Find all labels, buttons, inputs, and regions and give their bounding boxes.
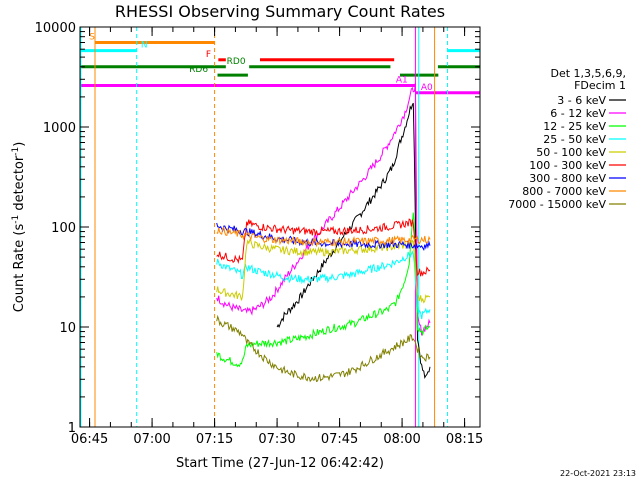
series-line-4 (216, 238, 431, 304)
x-axis-label: Start Time (27-Jun-12 06:42:42) (176, 456, 384, 471)
x-tick-label-5: 08:00 (383, 432, 420, 447)
series-line-6 (216, 222, 431, 252)
x-tick-label-3: 07:30 (258, 432, 295, 447)
y-axis-label-sup2: -1 (11, 147, 21, 156)
y-tick-label-3: 1000 (43, 121, 76, 136)
legend-entry-4: 50 - 100 keV (536, 146, 606, 159)
series-line-8 (216, 314, 431, 383)
y-tick-label-2: 100 (51, 221, 76, 236)
footer-timestamp: 22-Oct-2021 23:13 (560, 469, 636, 478)
chart-title: RHESSI Observing Summary Count Rates (115, 2, 445, 21)
y-tick-label-4: 10000 (35, 21, 76, 36)
series-line-3 (216, 250, 431, 320)
series-line-0 (276, 102, 431, 379)
flag-label-3: RD0 (227, 57, 246, 67)
series-line-1 (216, 82, 431, 336)
y-axis-label: Count Rate (s-1 detector-1) (11, 142, 27, 313)
series-line-5 (216, 218, 431, 277)
flag-label-4: RD6 (189, 65, 208, 75)
legend-entry-2: 12 - 25 keV (543, 120, 606, 133)
legend-header-0: Det 1,3,5,6,9, (550, 67, 626, 80)
legend-header-1: FDecim 1 (574, 79, 626, 92)
x-tick-label-4: 07:45 (321, 432, 358, 447)
flag-label-6: A0 (421, 83, 433, 93)
legend-entry-0: 3 - 6 keV (557, 94, 606, 107)
legend-entry-5: 100 - 300 keV (529, 159, 606, 172)
flag-label-1: N (141, 41, 148, 51)
y-tick-label-0: 1 (68, 421, 76, 436)
y-axis-label-main: Count Rate (s (12, 224, 27, 313)
x-tick-label-6: 08:15 (446, 432, 483, 447)
x-tick-label-2: 07:15 (196, 432, 233, 447)
y-axis-label-sup1: -1 (11, 215, 21, 224)
y-axis-label-end: ) (12, 142, 27, 147)
series-group (216, 82, 431, 383)
flag-label-0: S (89, 32, 95, 42)
y-axis-label-middle: detector (12, 155, 27, 215)
y-tick-label-1: 10 (59, 321, 76, 336)
flag-label-5: A1 (396, 76, 408, 86)
series-line-7 (216, 226, 431, 248)
legend-entry-6: 300 - 800 keV (529, 172, 606, 185)
legend-entry-8: 7000 - 15000 keV (508, 198, 606, 211)
x-tick-label-0: 06:45 (71, 432, 108, 447)
legend-entry-3: 25 - 50 keV (543, 133, 606, 146)
axis-group: 1 10 100 1000 10000 06:45 07:00 07:15 07:30 07:45… (35, 21, 484, 447)
legend-entry-1: 6 - 12 keV (550, 107, 606, 120)
x-tick-label-1: 07:00 (133, 432, 170, 447)
legend-entry-7: 800 - 7000 keV (522, 185, 606, 198)
flag-label-2: F (206, 50, 211, 60)
